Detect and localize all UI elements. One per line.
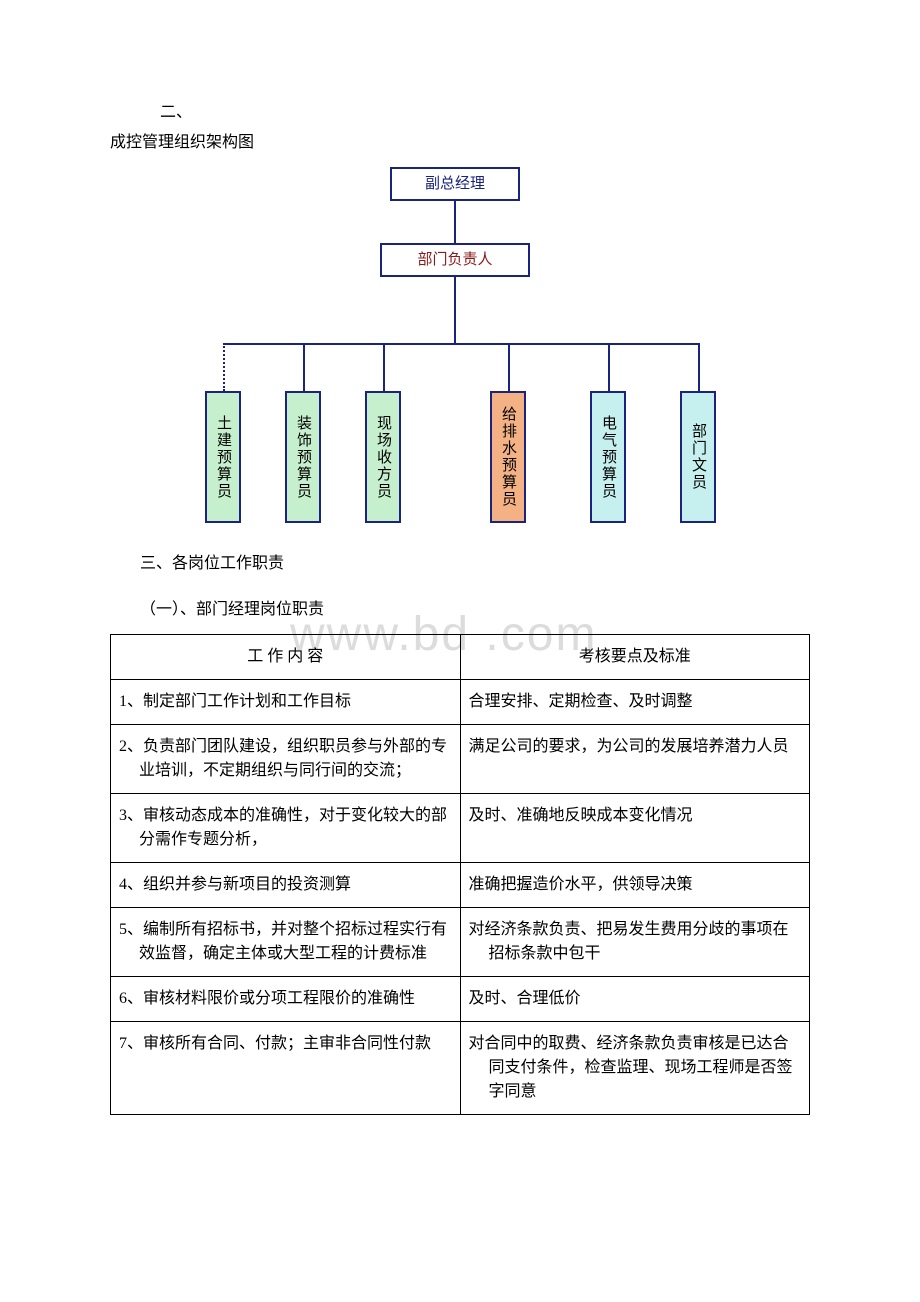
- table-cell-left: 4、组织并参与新项目的投资测算: [111, 863, 461, 908]
- section-2-number: 二、: [110, 100, 810, 126]
- table-cell-right: 考核要点及标准: [460, 635, 810, 680]
- org-node-mid: 部门负责人: [380, 243, 530, 277]
- section-3-subtitle: （一）、部门经理岗位职责: [140, 597, 810, 623]
- table-cell-right: 合理安排、定期检查、及时调整: [460, 680, 810, 725]
- section-3-title: 三、各岗位工作职责: [140, 551, 810, 577]
- org-connector: [454, 277, 456, 343]
- org-leaf-1: 装饰预算员: [285, 391, 321, 523]
- org-connector: [608, 343, 610, 391]
- table-cell-left: 6、审核材料限价或分项工程限价的准确性: [111, 977, 461, 1022]
- duties-table: 工 作 内 容考核要点及标准1、制定部门工作计划和工作目标合理安排、定期检查、及…: [110, 634, 810, 1115]
- org-connector: [454, 201, 456, 243]
- org-leaf-4: 电气预算员: [590, 391, 626, 523]
- table-cell-left: 工 作 内 容: [111, 635, 461, 680]
- table-row: 7、审核所有合同、付款；主审非合同性付款对合同中的取费、经济条款负责审核是已达合…: [111, 1022, 810, 1115]
- table-row: 2、负责部门团队建设，组织职员参与外部的专业培训，不定期组织与同行间的交流；满足…: [111, 725, 810, 794]
- table-cell-left: 2、负责部门团队建设，组织职员参与外部的专业培训，不定期组织与同行间的交流；: [111, 725, 461, 794]
- org-chart: www.bd .com 副总经理部门负责人土建预算员装饰预算员现场收方员给排水预…: [180, 167, 740, 527]
- table-cell-right: 满足公司的要求，为公司的发展培养潜力人员: [460, 725, 810, 794]
- org-connector: [698, 343, 700, 391]
- org-node-top: 副总经理: [390, 167, 520, 201]
- table-cell-left: 3、审核动态成本的准确性，对于变化较大的部分需作专题分析，: [111, 794, 461, 863]
- table-cell-right: 及时、合理低价: [460, 977, 810, 1022]
- section-2-title: 成控管理组织架构图: [110, 130, 810, 156]
- table-cell-right: 准确把握造价水平，供领导决策: [460, 863, 810, 908]
- table-row: 5、编制所有招标书，并对整个招标过程实行有效监督，确定主体或大型工程的计费标准对…: [111, 908, 810, 977]
- org-connector: [508, 343, 510, 391]
- org-leaf-5: 部门文员: [680, 391, 716, 523]
- table-row: 1、制定部门工作计划和工作目标合理安排、定期检查、及时调整: [111, 680, 810, 725]
- table-cell-left: 5、编制所有招标书，并对整个招标过程实行有效监督，确定主体或大型工程的计费标准: [111, 908, 461, 977]
- table-row: 6、审核材料限价或分项工程限价的准确性及时、合理低价: [111, 977, 810, 1022]
- org-leaf-0: 土建预算员: [205, 391, 241, 523]
- table-cell-right: 对合同中的取费、经济条款负责审核是已达合同支付条件，检查监理、现场工程师是否签字…: [460, 1022, 810, 1115]
- table-row: 3、审核动态成本的准确性，对于变化较大的部分需作专题分析，及时、准确地反映成本变…: [111, 794, 810, 863]
- org-branch-line: [223, 343, 698, 345]
- org-connector-dotted: [223, 343, 225, 391]
- org-connector: [383, 343, 385, 391]
- table-cell-right: 对经济条款负责、把易发生费用分歧的事项在招标条款中包干: [460, 908, 810, 977]
- table-cell-right: 及时、准确地反映成本变化情况: [460, 794, 810, 863]
- org-leaf-2: 现场收方员: [365, 391, 401, 523]
- table-row: 4、组织并参与新项目的投资测算准确把握造价水平，供领导决策: [111, 863, 810, 908]
- org-connector: [303, 343, 305, 391]
- table-header-row: 工 作 内 容考核要点及标准: [111, 635, 810, 680]
- table-cell-left: 1、制定部门工作计划和工作目标: [111, 680, 461, 725]
- org-leaf-3: 给排水预算员: [490, 391, 526, 523]
- table-cell-left: 7、审核所有合同、付款；主审非合同性付款: [111, 1022, 461, 1115]
